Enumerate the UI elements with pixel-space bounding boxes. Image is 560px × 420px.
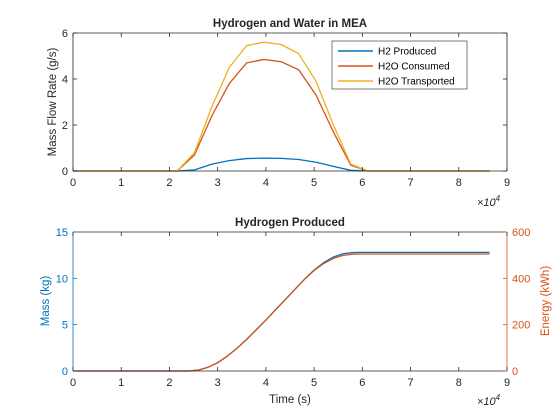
y-axis-label-right: Energy (kWh) bbox=[540, 266, 552, 336]
legend-item-h2-produced: H2 Produced bbox=[378, 47, 436, 58]
x-tick-label: 3 bbox=[215, 377, 221, 389]
x-tick-label: 5 bbox=[311, 177, 317, 189]
x-tick-label: 7 bbox=[407, 177, 413, 189]
legend-item-h2o-transported: H2O Transported bbox=[378, 77, 455, 88]
legend-item-h2o-consumed: H2O Consumed bbox=[378, 62, 450, 73]
plot-area bbox=[73, 232, 507, 371]
x-tick-label: 3 bbox=[215, 177, 221, 189]
y-tick-label: 10 bbox=[56, 273, 68, 285]
y-tick-label: 0 bbox=[62, 366, 68, 378]
x-tick-label: 6 bbox=[359, 377, 365, 389]
chart-hydrogen-produced: Hydrogen Produced Mass (kg) Energy (kWh)… bbox=[40, 217, 552, 408]
x-tick-label: 4 bbox=[263, 377, 269, 389]
x-tick-label: 1 bbox=[118, 177, 124, 189]
x-tick-label: 1 bbox=[118, 377, 124, 389]
x-tick-label: 7 bbox=[407, 377, 413, 389]
x-tick-label: 0 bbox=[70, 177, 76, 189]
x-axis-label: Time (s) bbox=[269, 394, 311, 406]
y-tick-label-right: 200 bbox=[512, 320, 530, 332]
y-axis-label-left: Mass (kg) bbox=[40, 276, 52, 327]
y-tick-label-right: 0 bbox=[512, 366, 518, 378]
x-tick-label: 0 bbox=[70, 377, 76, 389]
y-tick-label: 5 bbox=[62, 320, 68, 332]
y-axis-label: Mass Flow Rate (g/s) bbox=[47, 48, 59, 157]
chart-title: Hydrogen Produced bbox=[235, 217, 345, 229]
x-exponent-base: ×10 bbox=[477, 396, 497, 408]
x-tick-label: 9 bbox=[504, 377, 510, 389]
x-tick-label: 6 bbox=[359, 177, 365, 189]
x-exponent-base: ×10 bbox=[477, 197, 497, 209]
axes: 0 1 2 3 4 5 6 7 8 9 0 2 4 6 bbox=[62, 28, 510, 189]
y-tick-label-right: 400 bbox=[512, 273, 530, 285]
x-exponent-label: ×104 bbox=[477, 194, 501, 209]
x-tick-label: 9 bbox=[504, 177, 510, 189]
x-tick-label: 2 bbox=[166, 177, 172, 189]
legend: H2 Produced H2O Consumed H2O Transported bbox=[331, 40, 468, 90]
x-exponent-power: 4 bbox=[496, 194, 501, 203]
series-group bbox=[73, 251, 490, 372]
series-line-energy bbox=[73, 253, 490, 372]
chart-title: Hydrogen and Water in MEA bbox=[213, 18, 367, 30]
y-tick-label-right: 600 bbox=[512, 227, 530, 239]
x-exponent-power: 4 bbox=[496, 393, 501, 402]
x-tick-label: 2 bbox=[166, 377, 172, 389]
y-tick-label: 6 bbox=[62, 28, 68, 40]
x-tick-label: 8 bbox=[456, 377, 462, 389]
x-tick-label: 5 bbox=[311, 377, 317, 389]
x-exponent-label: ×104 bbox=[477, 393, 501, 408]
x-tick-label: 4 bbox=[263, 177, 269, 189]
x-tick-label: 8 bbox=[456, 177, 462, 189]
chart-mass-flow: Hydrogen and Water in MEA Mass Flow Rate… bbox=[47, 18, 510, 209]
y-tick-label: 2 bbox=[62, 120, 68, 132]
y-tick-label: 0 bbox=[62, 166, 68, 178]
y-tick-label: 15 bbox=[56, 227, 68, 239]
y-tick-label: 4 bbox=[62, 74, 68, 86]
